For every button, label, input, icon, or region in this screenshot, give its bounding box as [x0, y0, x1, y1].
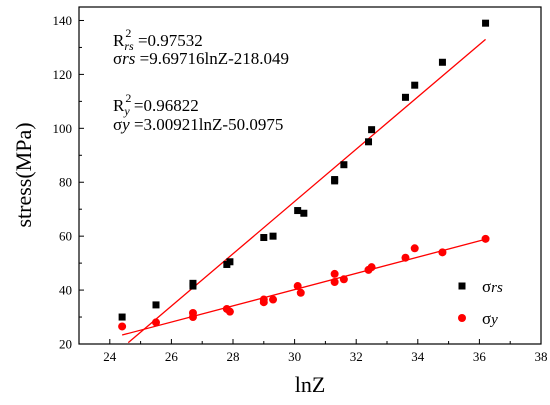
- data-point-circle: [410, 244, 419, 253]
- annotation-r2-y: R2 y =0.96822: [113, 91, 199, 118]
- x-tick-label: 30: [288, 349, 301, 364]
- y-tick-label: 80: [59, 175, 72, 190]
- legend-subscript: y: [489, 312, 498, 328]
- y-tick-label: 40: [59, 283, 72, 298]
- x-axis-title: lnZ: [295, 372, 326, 397]
- data-point-square: [294, 207, 302, 215]
- annotation-r2-rs: R2 rs =0.97532: [113, 26, 203, 53]
- data-point-circle: [401, 253, 410, 262]
- data-point-square: [260, 234, 268, 242]
- legend-marker-circle: [458, 314, 466, 322]
- x-tick-label: 28: [227, 349, 240, 364]
- legend-sigma: σ: [482, 277, 491, 296]
- data-point-circle: [225, 307, 234, 316]
- data-point-circle: [330, 277, 339, 286]
- y-tick-label: 140: [53, 13, 73, 28]
- legend-subscript: rs: [491, 280, 503, 296]
- data-point-square: [269, 232, 277, 240]
- data-point-square: [401, 93, 409, 101]
- data-point-circle: [259, 295, 268, 304]
- data-point-square: [189, 279, 197, 287]
- data-point-circle: [269, 295, 278, 304]
- y-axis-title: stress(MPa): [11, 122, 36, 227]
- legend-marker-square: [458, 282, 466, 290]
- y-tick-label: 100: [53, 121, 73, 136]
- data-point-square: [365, 138, 373, 146]
- data-point-circle: [481, 234, 490, 243]
- data-point-square: [340, 161, 348, 169]
- fit-line: [127, 38, 486, 344]
- x-tick-label: 32: [350, 349, 363, 364]
- y-tick-label: 20: [59, 337, 72, 352]
- plot-frame: [78, 6, 542, 345]
- data-point-square: [331, 177, 339, 185]
- y-tick-label: 60: [59, 229, 72, 244]
- data-point-square: [118, 313, 126, 321]
- data-point-circle: [118, 322, 127, 331]
- data-point-square: [411, 81, 419, 89]
- data-point-square: [368, 126, 376, 134]
- data-point-circle: [296, 288, 305, 297]
- annotation-eq-rs: σrs =9.69716lnZ-218.049: [113, 49, 289, 68]
- data-points: [118, 19, 490, 331]
- data-point-circle: [152, 318, 160, 327]
- data-point-square: [152, 301, 160, 309]
- data-point-circle: [367, 263, 376, 272]
- annotation-eq-y: σy =3.00921lnZ-50.0975: [113, 115, 283, 134]
- x-tick-label: 38: [535, 349, 548, 364]
- data-point-circle: [330, 269, 339, 278]
- data-point-square: [226, 258, 234, 266]
- data-point-square: [300, 209, 308, 217]
- data-point-square: [438, 58, 446, 66]
- x-tick-label: 26: [165, 349, 179, 364]
- x-tick-label: 34: [411, 349, 425, 364]
- data-point-square: [482, 19, 490, 27]
- x-tick-label: 36: [473, 349, 487, 364]
- data-point-circle: [438, 248, 447, 257]
- data-point-circle: [339, 275, 348, 284]
- legend-label: σy: [482, 309, 498, 328]
- data-point-circle: [188, 308, 197, 317]
- ticks: 24 26 28 30 32 34 36 38 20 40 60 80 100 120 140: [53, 13, 548, 364]
- data-point-circle: [293, 282, 302, 291]
- legend-sigma: σ: [482, 309, 491, 328]
- fit-line: [121, 238, 486, 336]
- y-tick-label: 120: [53, 67, 73, 82]
- legend-label: σrs: [482, 277, 503, 296]
- x-tick-label: 24: [103, 349, 117, 364]
- fit-lines: [121, 38, 486, 344]
